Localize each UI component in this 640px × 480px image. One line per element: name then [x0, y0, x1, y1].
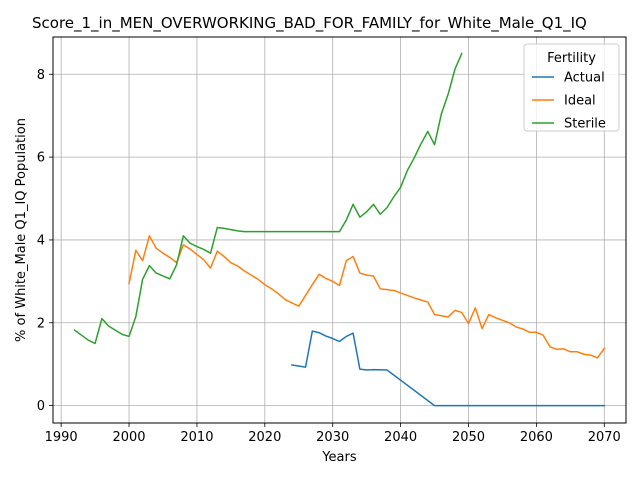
axis-ticks: 1990 2000 2010 2020 2030 2040 2050 2060 2070 0 2 4 6…	[37, 68, 621, 445]
y-tick-label: 8	[37, 68, 45, 83]
x-axis-label: Years	[321, 450, 357, 465]
x-tick-label: 2020	[248, 430, 281, 445]
legend-box	[523, 43, 620, 132]
series-line-actual	[291, 330, 606, 407]
legend-label-ideal: Ideal	[564, 94, 596, 109]
legend-label-sterile: Sterile	[564, 117, 606, 132]
chart-title: Score_1_in_MEN_OVERWORKING_BAD_FOR_FAMIL…	[32, 14, 587, 33]
legend-title: Fertility	[547, 51, 596, 66]
x-tick-label: 2060	[520, 430, 553, 445]
y-tick-label: 2	[37, 316, 45, 331]
y-tick-label: 0	[37, 399, 45, 414]
y-tick-label: 4	[37, 233, 45, 248]
x-tick-label: 2050	[452, 430, 485, 445]
legend: Fertility Actual Ideal Sterile	[523, 43, 620, 132]
y-tick-label: 6	[37, 151, 45, 166]
x-tick-label: 2070	[588, 430, 621, 445]
series-line-ideal	[128, 235, 606, 359]
y-axis-label: % of White_Male Q1_IQ Population	[14, 118, 29, 342]
x-tick-label: 2000	[112, 430, 145, 445]
x-tick-label: 2030	[316, 430, 349, 445]
series-lines	[73, 52, 606, 407]
x-tick-label: 1990	[45, 430, 78, 445]
legend-label-actual: Actual	[564, 71, 605, 86]
x-tick-label: 2010	[180, 430, 213, 445]
legend-entries: Actual Ideal Sterile	[532, 71, 606, 132]
x-tick-label: 2040	[384, 430, 417, 445]
series-line-sterile	[73, 52, 463, 345]
plot-frame	[52, 36, 627, 424]
